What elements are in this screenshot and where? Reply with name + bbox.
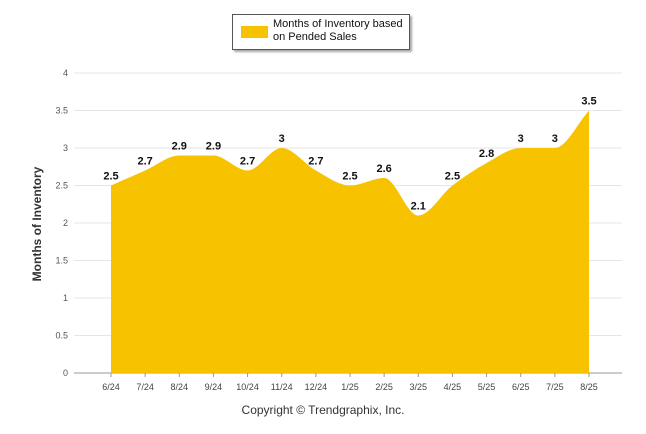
y-tick-label: 1 [63,293,68,303]
x-tick-label: 3/25 [410,382,428,392]
data-label: 2.8 [479,148,494,160]
copyright-text: Copyright © Trendgraphix, Inc. [241,403,405,417]
x-axis-ticks: 6/24 7/24 8/24 9/24 10/24 11/24 12/24 1/25 2/25 3… [102,373,598,392]
data-label: 3 [552,133,558,145]
y-tick-label: 3.5 [55,106,68,116]
data-label: 2.7 [308,156,323,168]
x-tick-label: 11/24 [271,382,293,392]
area-fill [111,110,589,373]
x-tick-label: 7/25 [546,382,564,392]
data-label: 2.1 [411,201,426,213]
data-label: 3 [279,133,285,145]
y-tick-label: 0.5 [55,331,68,341]
x-tick-label: 5/25 [478,382,496,392]
y-tick-label: 2 [63,218,68,228]
x-tick-label: 10/24 [236,382,259,392]
data-label: 3 [518,133,524,145]
x-tick-label: 9/24 [205,382,223,392]
y-tick-label: 2.5 [55,181,68,191]
x-tick-label: 8/25 [580,382,598,392]
x-tick-label: 2/25 [375,382,393,392]
data-label: 2.9 [206,141,221,153]
x-tick-label: 6/25 [512,382,530,392]
data-label: 2.5 [103,171,118,183]
y-tick-label: 4 [63,68,68,78]
data-label: 3.5 [581,96,596,108]
legend-swatch [241,26,268,38]
data-label: 2.7 [240,156,255,168]
y-axis-label: Months of Inventory [30,166,44,282]
data-label: 2.7 [137,156,152,168]
data-label: 2.6 [376,163,391,175]
data-label: 2.5 [445,171,460,183]
y-tick-label: 0 [63,368,68,378]
legend: Months of Inventory based on Pended Sale… [232,14,410,50]
data-label: 2.5 [342,171,357,183]
legend-label: Months of Inventory based on Pended Sale… [273,18,403,43]
y-tick-label: 3 [63,143,68,153]
x-tick-label: 4/25 [444,382,462,392]
y-axis-ticks: 0 0.5 1 1.5 2 2.5 3 3.5 4 [55,68,68,378]
x-tick-label: 7/24 [136,382,154,392]
x-tick-label: 12/24 [305,382,328,392]
x-tick-label: 1/25 [341,382,359,392]
data-labels: 2.5 2.7 2.9 2.9 2.7 3 2.7 2.5 2.6 2.1 2.5 2.8 3 3 3.5 [103,96,596,213]
x-tick-label: 6/24 [102,382,120,392]
x-tick-label: 8/24 [171,382,189,392]
data-label: 2.9 [172,141,187,153]
y-tick-label: 1.5 [55,256,68,266]
series-area [111,110,589,373]
